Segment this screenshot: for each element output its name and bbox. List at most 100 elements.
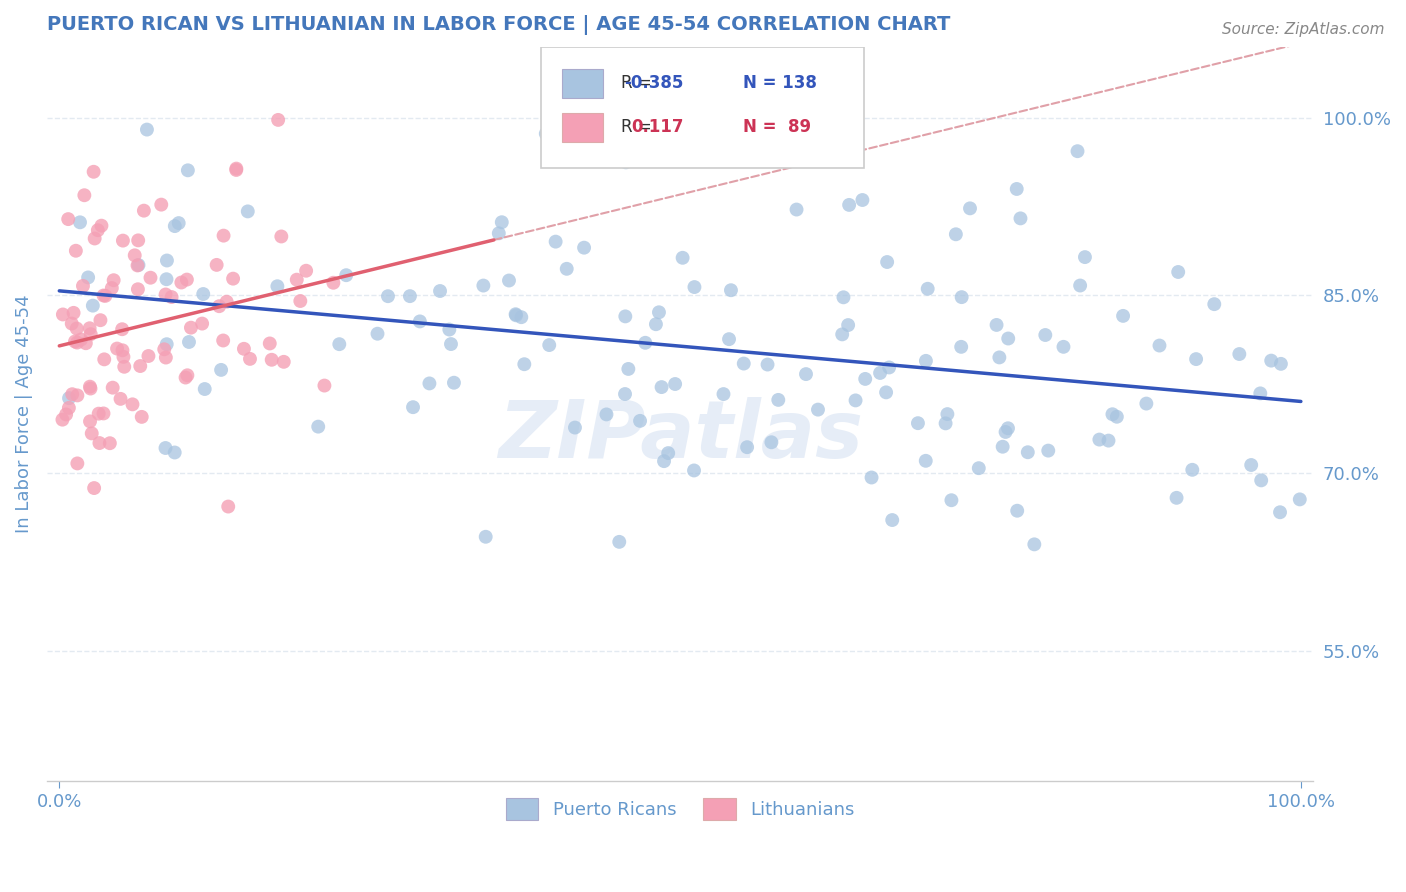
Point xyxy=(1088,433,1111,447)
Point xyxy=(139,270,162,285)
Point xyxy=(505,308,527,322)
Point xyxy=(155,287,177,301)
Point xyxy=(429,284,451,298)
Point xyxy=(55,408,77,422)
Point xyxy=(991,440,1014,454)
Point xyxy=(136,122,159,136)
Point xyxy=(950,340,973,354)
Point xyxy=(82,299,104,313)
Point xyxy=(534,127,557,141)
Point xyxy=(127,282,149,296)
Text: PUERTO RICAN VS LITHUANIAN IN LABOR FORCE | AGE 45-54 CORRELATION CHART: PUERTO RICAN VS LITHUANIAN IN LABOR FORC… xyxy=(46,15,950,35)
Point xyxy=(153,343,176,357)
Point xyxy=(1005,504,1028,518)
Point xyxy=(260,352,283,367)
Point xyxy=(112,359,135,374)
Point xyxy=(273,355,295,369)
Point xyxy=(83,481,105,495)
Point xyxy=(63,334,86,349)
Point xyxy=(1005,182,1028,196)
Text: ZIPatlas: ZIPatlas xyxy=(498,397,863,475)
Point xyxy=(93,352,115,367)
Point xyxy=(564,420,586,434)
Point xyxy=(366,326,388,341)
Point xyxy=(83,165,105,179)
Point xyxy=(513,357,536,371)
Point xyxy=(322,276,344,290)
Point xyxy=(58,401,80,415)
Point xyxy=(645,317,668,331)
Point xyxy=(77,270,100,285)
Point xyxy=(1038,443,1060,458)
Point xyxy=(794,367,817,381)
Point xyxy=(735,440,758,454)
Point xyxy=(150,197,173,211)
Point xyxy=(1249,386,1271,401)
Point xyxy=(1167,265,1189,279)
Point xyxy=(832,290,855,304)
Point xyxy=(838,198,860,212)
Point xyxy=(328,337,350,351)
Point xyxy=(66,457,89,471)
Point xyxy=(232,342,254,356)
Point xyxy=(614,155,637,169)
Point xyxy=(720,283,742,297)
Point xyxy=(111,234,134,248)
Point xyxy=(733,357,755,371)
Point xyxy=(70,333,93,347)
Point xyxy=(498,273,520,287)
Point xyxy=(62,306,84,320)
Point xyxy=(52,308,75,322)
Point xyxy=(756,358,779,372)
Point xyxy=(127,233,149,247)
Point xyxy=(1240,458,1263,472)
Point xyxy=(614,310,637,324)
Point xyxy=(93,288,115,302)
Point xyxy=(1010,211,1032,226)
Point xyxy=(853,372,876,386)
Point xyxy=(614,387,637,401)
Point xyxy=(510,310,533,325)
Point xyxy=(837,318,859,332)
Point xyxy=(79,321,101,335)
Point xyxy=(156,337,179,351)
Point xyxy=(212,334,235,348)
Point xyxy=(786,202,808,217)
Point xyxy=(877,360,900,375)
Point xyxy=(129,359,152,373)
Point xyxy=(505,307,527,321)
Point xyxy=(66,388,89,402)
Point xyxy=(474,530,496,544)
Point xyxy=(1227,347,1250,361)
Point xyxy=(672,251,695,265)
Point xyxy=(270,229,292,244)
Point xyxy=(103,273,125,287)
Point xyxy=(713,387,735,401)
Point xyxy=(87,223,110,237)
Point xyxy=(377,289,399,303)
Point xyxy=(399,289,422,303)
Point xyxy=(994,425,1017,439)
Point xyxy=(79,379,101,393)
Point xyxy=(110,392,132,406)
Point xyxy=(683,280,706,294)
Point xyxy=(83,231,105,245)
Point xyxy=(155,272,177,286)
Point xyxy=(1185,352,1208,367)
Point xyxy=(761,435,783,450)
Point xyxy=(595,408,617,422)
Point xyxy=(267,112,290,127)
Point xyxy=(1268,505,1291,519)
Point xyxy=(915,354,938,368)
Point xyxy=(936,407,959,421)
Point xyxy=(1101,407,1123,421)
Point xyxy=(1112,309,1135,323)
Point xyxy=(443,376,465,390)
Bar xyxy=(562,112,603,142)
Point xyxy=(572,241,595,255)
Point xyxy=(111,322,134,336)
Point xyxy=(101,381,124,395)
Point xyxy=(869,366,891,380)
Point xyxy=(997,331,1019,345)
Point xyxy=(66,321,89,335)
